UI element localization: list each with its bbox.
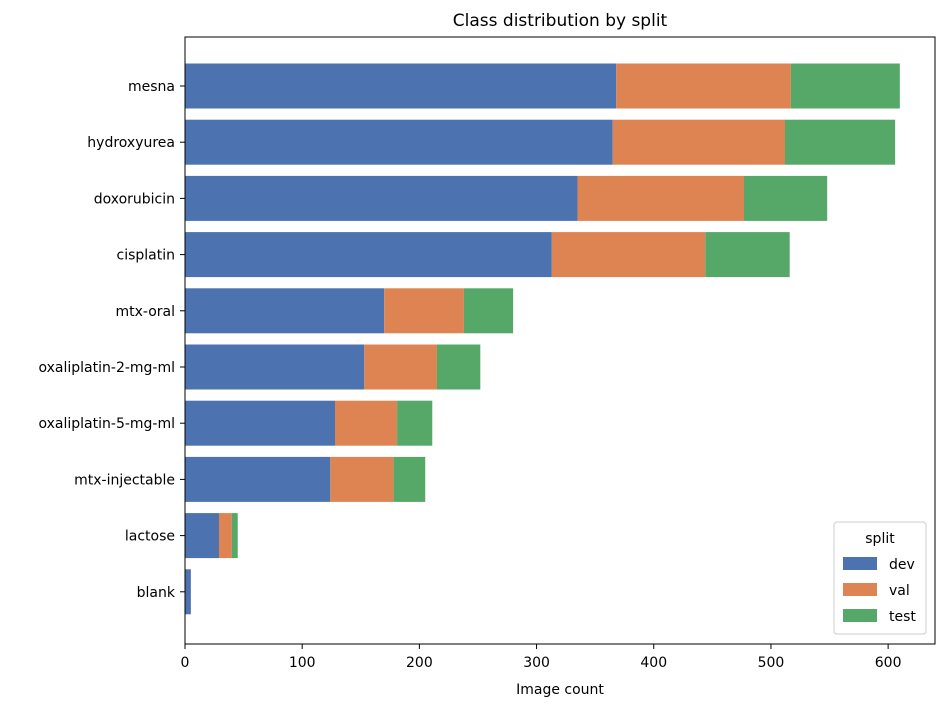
y-tick-label: cisplatin (117, 248, 176, 264)
bar-val-mtx-injectable (330, 456, 394, 502)
y-axis: mesna hydroxyurea doxorubicin cisplatin mtx-… (39, 79, 185, 601)
bar-dev-hydroxyurea (185, 119, 613, 165)
bar-val-oxaliplatin-5-mg-ml (335, 400, 398, 446)
bar-test-mtx-oral (463, 288, 514, 334)
bar-val-cisplatin (551, 232, 706, 278)
y-tick-label: mtx-injectable (74, 472, 175, 488)
x-tick-label: 0 (181, 655, 190, 671)
bar-test-mtx-injectable (393, 456, 426, 502)
x-axis-label: Image count (516, 682, 604, 698)
bar-dev-mtx-injectable (185, 456, 331, 502)
bar-val-doxorubicin (577, 175, 744, 221)
plot-frame (184, 36, 936, 645)
legend-title: split (865, 531, 895, 547)
bar-val-mtx-oral (384, 288, 464, 334)
y-tick-label: oxaliplatin-5-mg-ml (39, 416, 176, 432)
y-tick-label: mtx-oral (115, 304, 175, 320)
legend-label-val: val (889, 583, 910, 599)
x-tick-label: 500 (758, 655, 785, 671)
bar-dev-doxorubicin (185, 175, 578, 221)
bar-test-oxaliplatin-5-mg-ml (397, 400, 433, 446)
legend: split dev val test (833, 521, 927, 635)
bar-dev-mesna (185, 63, 617, 109)
bar-dev-oxaliplatin-2-mg-ml (185, 344, 365, 390)
legend-label-test: test (889, 609, 916, 625)
bar-test-hydroxyurea (785, 119, 896, 165)
bar-test-cisplatin (705, 232, 790, 278)
chart-title: Class distribution by split (453, 11, 668, 31)
bar-val-mesna (616, 63, 791, 109)
bar-dev-lactose (185, 513, 219, 559)
legend-swatch-test (843, 609, 877, 622)
x-tick-label: 400 (640, 655, 667, 671)
y-tick-label: blank (137, 585, 176, 601)
x-tick-label: 600 (875, 655, 902, 671)
bar-test-mesna (790, 63, 900, 109)
legend-swatch-val (843, 583, 877, 596)
bar-val-hydroxyurea (612, 119, 785, 165)
y-tick-label: mesna (128, 79, 175, 95)
legend-swatch-dev (843, 557, 877, 570)
y-tick-label: hydroxyurea (87, 135, 175, 151)
y-tick-label: oxaliplatin-2-mg-ml (39, 360, 176, 376)
bar-dev-blank (185, 569, 191, 615)
bars-group (185, 63, 900, 615)
y-tick-label: doxorubicin (94, 191, 175, 207)
bar-val-lactose (218, 513, 232, 559)
x-tick-label: 100 (289, 655, 316, 671)
bar-dev-mtx-oral (185, 288, 385, 334)
x-tick-label: 300 (523, 655, 550, 671)
bar-test-lactose (231, 513, 238, 559)
y-tick-label: lactose (125, 529, 175, 545)
bar-test-doxorubicin (743, 175, 828, 221)
bar-dev-cisplatin (185, 232, 552, 278)
bar-val-oxaliplatin-2-mg-ml (364, 344, 437, 390)
x-tick-label: 200 (406, 655, 433, 671)
legend-label-dev: dev (889, 557, 915, 573)
bar-dev-oxaliplatin-5-mg-ml (185, 400, 335, 446)
legend-items: dev val test (843, 557, 916, 625)
legend-frame (833, 521, 927, 635)
x-axis: 0 100 200 300 400 500 600 (181, 644, 902, 671)
bar-test-oxaliplatin-2-mg-ml (436, 344, 481, 390)
